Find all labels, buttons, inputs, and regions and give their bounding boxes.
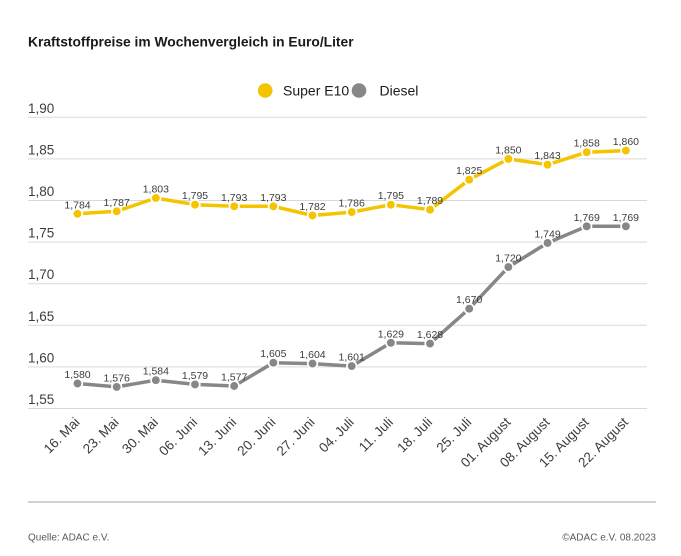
svg-text:Super E10: Super E10 bbox=[283, 83, 349, 99]
svg-text:1,576: 1,576 bbox=[104, 372, 130, 384]
svg-text:1,769: 1,769 bbox=[574, 212, 600, 224]
svg-text:1,786: 1,786 bbox=[339, 198, 365, 210]
svg-text:1,605: 1,605 bbox=[260, 348, 286, 360]
svg-text:1,601: 1,601 bbox=[339, 352, 365, 364]
svg-text:1,795: 1,795 bbox=[182, 190, 208, 202]
svg-text:1,55: 1,55 bbox=[28, 392, 54, 407]
svg-text:1,579: 1,579 bbox=[182, 370, 208, 382]
svg-text:1,80: 1,80 bbox=[28, 184, 54, 199]
svg-text:1,584: 1,584 bbox=[143, 366, 169, 378]
svg-text:1,85: 1,85 bbox=[28, 142, 54, 157]
svg-text:1,858: 1,858 bbox=[574, 138, 600, 150]
svg-text:1,90: 1,90 bbox=[28, 101, 54, 116]
svg-text:1,577: 1,577 bbox=[221, 372, 247, 384]
svg-text:1,860: 1,860 bbox=[613, 136, 639, 148]
svg-text:1,628: 1,628 bbox=[417, 329, 443, 341]
svg-text:1,720: 1,720 bbox=[495, 253, 521, 265]
svg-text:1,793: 1,793 bbox=[260, 192, 286, 204]
svg-text:1,604: 1,604 bbox=[299, 349, 325, 361]
svg-text:1,769: 1,769 bbox=[613, 212, 639, 224]
svg-text:1,825: 1,825 bbox=[456, 165, 482, 177]
svg-text:1,803: 1,803 bbox=[143, 184, 169, 196]
svg-text:1,629: 1,629 bbox=[378, 328, 404, 340]
svg-text:1,670: 1,670 bbox=[456, 294, 482, 306]
svg-text:1,60: 1,60 bbox=[28, 350, 54, 365]
svg-text:1,795: 1,795 bbox=[378, 190, 404, 202]
svg-text:1,793: 1,793 bbox=[221, 192, 247, 204]
svg-text:1,70: 1,70 bbox=[28, 267, 54, 282]
svg-text:1,782: 1,782 bbox=[299, 201, 325, 213]
svg-text:1,65: 1,65 bbox=[28, 309, 54, 324]
svg-text:1,749: 1,749 bbox=[534, 228, 560, 240]
svg-text:©ADAC e.V. 08.2023: ©ADAC e.V. 08.2023 bbox=[562, 533, 656, 544]
svg-text:Diesel: Diesel bbox=[380, 83, 419, 99]
svg-text:1,784: 1,784 bbox=[64, 199, 90, 211]
svg-text:1,787: 1,787 bbox=[104, 197, 130, 209]
svg-text:1,789: 1,789 bbox=[417, 195, 443, 207]
svg-text:1,843: 1,843 bbox=[534, 150, 560, 162]
svg-text:Kraftstoffpreise im Wochenverg: Kraftstoffpreise im Wochenvergleich in E… bbox=[28, 35, 354, 50]
svg-text:1,580: 1,580 bbox=[64, 369, 90, 381]
svg-text:Quelle: ADAC e.V.: Quelle: ADAC e.V. bbox=[28, 533, 109, 544]
svg-text:1,75: 1,75 bbox=[28, 226, 54, 241]
svg-text:1,850: 1,850 bbox=[495, 144, 521, 156]
